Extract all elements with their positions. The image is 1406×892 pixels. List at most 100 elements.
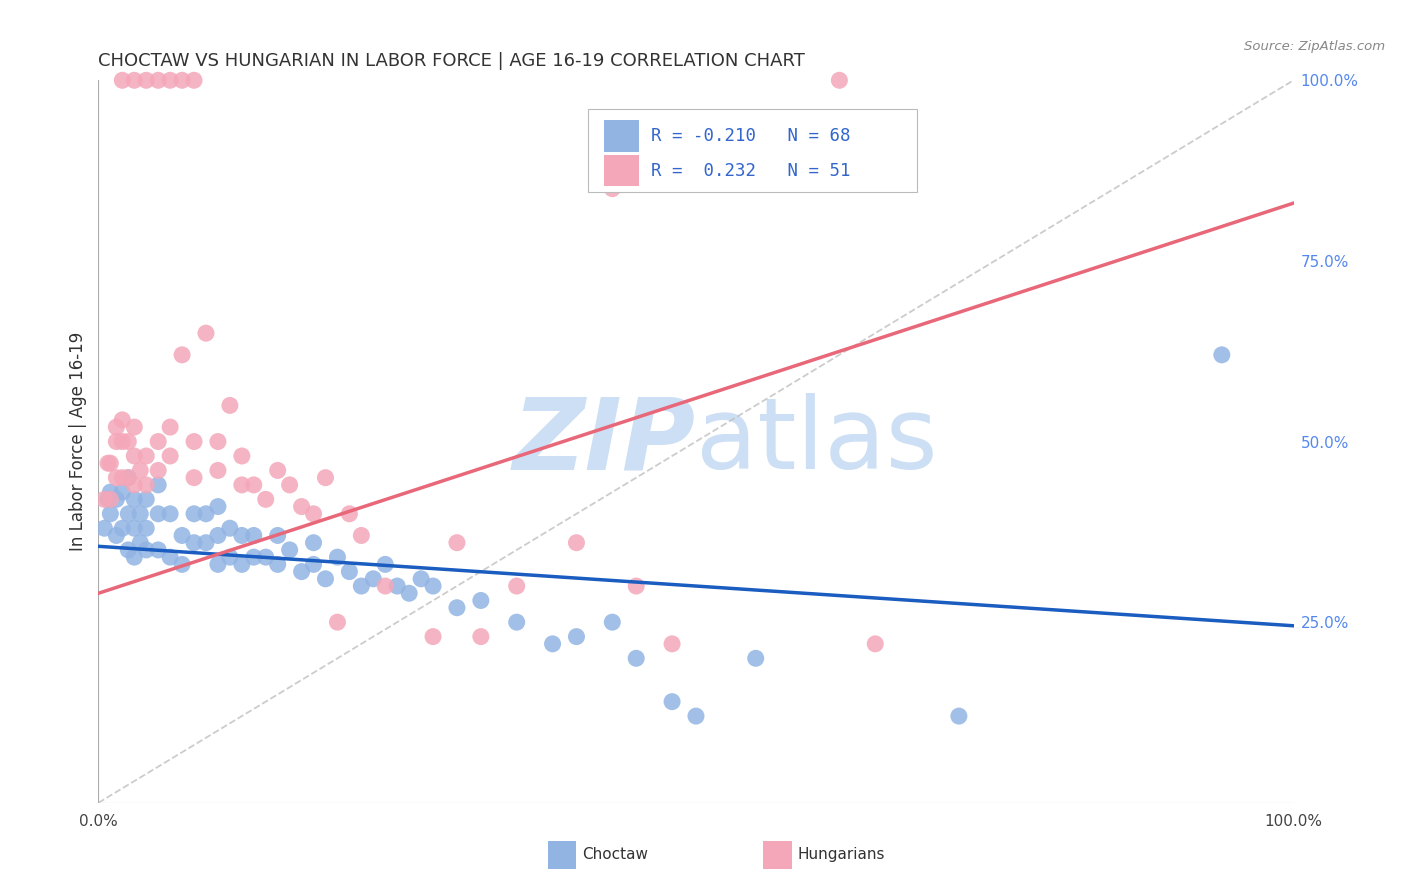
Point — [326, 550, 349, 565]
Point — [363, 572, 385, 586]
Point — [105, 528, 128, 542]
Point — [231, 528, 253, 542]
Point — [124, 420, 146, 434]
Point — [267, 558, 290, 572]
Point — [183, 470, 205, 484]
Point — [172, 528, 194, 542]
Point — [302, 535, 325, 549]
Point — [661, 695, 683, 709]
Point — [135, 449, 157, 463]
Point — [159, 449, 181, 463]
Point — [385, 579, 409, 593]
Point — [565, 535, 588, 549]
Point — [148, 542, 170, 557]
Point — [470, 593, 492, 607]
Point — [111, 73, 134, 87]
Point — [243, 550, 266, 565]
Point — [159, 550, 181, 565]
Point — [195, 507, 218, 521]
Point — [172, 558, 194, 572]
Point — [129, 535, 152, 549]
Point — [183, 73, 205, 87]
Point — [339, 507, 361, 521]
Point — [159, 420, 181, 434]
Point — [124, 73, 146, 87]
Point — [117, 507, 139, 521]
Point — [231, 478, 253, 492]
Point — [302, 558, 325, 572]
Point — [243, 478, 266, 492]
Point — [148, 463, 170, 477]
Point — [105, 492, 128, 507]
Point — [117, 470, 139, 484]
Point — [470, 630, 492, 644]
Point — [626, 579, 648, 593]
Point — [219, 521, 242, 535]
Text: ZIP: ZIP — [513, 393, 696, 490]
Point — [207, 500, 229, 514]
Point — [865, 637, 887, 651]
Point — [124, 521, 146, 535]
Point — [315, 470, 337, 484]
Point — [565, 630, 588, 644]
Text: atlas: atlas — [696, 393, 938, 490]
Point — [98, 507, 122, 521]
Point — [117, 470, 139, 484]
Point — [446, 535, 468, 549]
Point — [685, 709, 707, 723]
Point — [219, 398, 242, 412]
Point — [105, 420, 128, 434]
Point — [117, 434, 139, 449]
Point — [105, 470, 128, 484]
Point — [506, 579, 529, 593]
Point — [207, 558, 229, 572]
Point — [172, 348, 194, 362]
Text: Choctaw: Choctaw — [582, 847, 648, 863]
Point — [422, 579, 444, 593]
Point — [541, 637, 564, 651]
Point — [111, 521, 134, 535]
Point — [231, 449, 253, 463]
Point — [207, 434, 229, 449]
Text: Hungarians: Hungarians — [797, 847, 884, 863]
Point — [135, 73, 157, 87]
Point — [207, 463, 229, 477]
Point — [207, 528, 229, 542]
Point — [172, 73, 194, 87]
Point — [219, 550, 242, 565]
Point — [105, 434, 128, 449]
Point — [411, 572, 433, 586]
Point — [135, 492, 157, 507]
Point — [374, 558, 396, 572]
Point — [339, 565, 361, 579]
FancyBboxPatch shape — [548, 841, 576, 870]
Point — [1211, 348, 1233, 362]
Point — [129, 463, 152, 477]
Point — [117, 542, 139, 557]
Point — [350, 579, 373, 593]
Point — [148, 478, 170, 492]
Point — [254, 492, 277, 507]
Point — [291, 565, 314, 579]
Point — [159, 73, 181, 87]
Point — [278, 478, 301, 492]
Text: R = -0.210   N = 68: R = -0.210 N = 68 — [651, 127, 851, 145]
Point — [745, 651, 768, 665]
Point — [148, 434, 170, 449]
Point — [326, 615, 349, 630]
Point — [398, 586, 420, 600]
Point — [374, 579, 396, 593]
Point — [302, 507, 325, 521]
Point — [195, 535, 218, 549]
Point — [148, 73, 170, 87]
Point — [828, 73, 851, 87]
Point — [111, 434, 134, 449]
Y-axis label: In Labor Force | Age 16-19: In Labor Force | Age 16-19 — [69, 332, 87, 551]
Point — [93, 521, 115, 535]
Point — [183, 535, 205, 549]
Point — [135, 542, 157, 557]
Point — [111, 413, 134, 427]
Point — [231, 558, 253, 572]
Point — [97, 492, 120, 507]
Point — [124, 492, 146, 507]
